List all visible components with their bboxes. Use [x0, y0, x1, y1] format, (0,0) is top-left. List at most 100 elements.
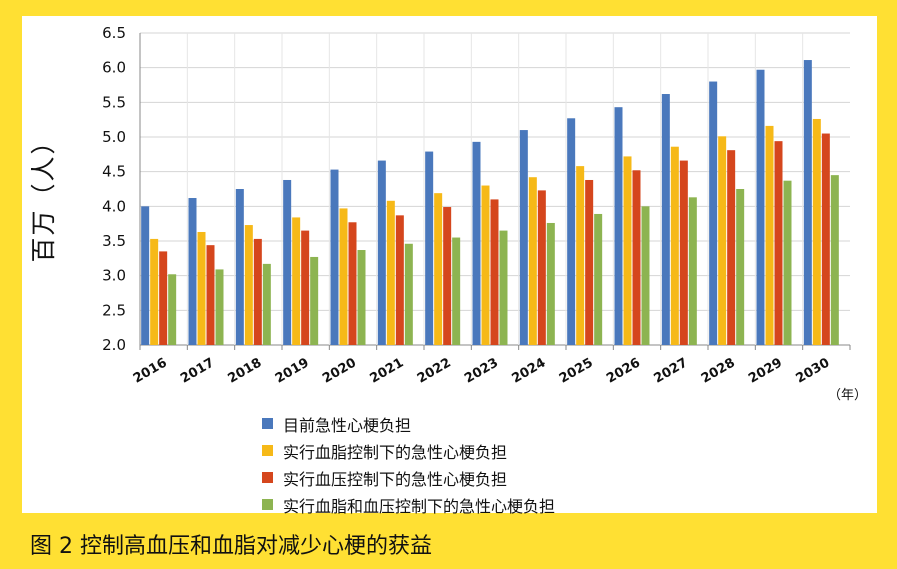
- bar: [679, 160, 688, 345]
- y-tick-label: 4.5: [102, 163, 126, 181]
- bar: [283, 179, 292, 345]
- bar: [150, 238, 159, 345]
- bar: [434, 193, 443, 345]
- bar: [670, 146, 679, 345]
- x-tick-label: 2026: [604, 355, 643, 386]
- bar: [528, 177, 537, 345]
- bar: [718, 136, 727, 345]
- x-tick-label: 2023: [462, 355, 501, 386]
- bar: [348, 222, 357, 345]
- bar: [519, 130, 528, 345]
- bar: [756, 69, 765, 345]
- bar: [404, 243, 413, 345]
- bar: [821, 133, 830, 345]
- bar: [197, 231, 206, 345]
- legend-label: 实行血脂和血压控制下的急性心梗负担: [283, 496, 556, 516]
- bar: [661, 94, 670, 345]
- bar: [425, 151, 434, 345]
- bar: [736, 189, 745, 345]
- y-tick-label: 2.0: [102, 336, 126, 354]
- bar: [641, 206, 650, 345]
- bar: [490, 199, 499, 345]
- legend-label: 实行血脂控制下的急性心梗负担: [283, 442, 508, 462]
- bar: [623, 156, 632, 345]
- x-tick-label: 2025: [557, 355, 596, 386]
- y-tick-label: 5.5: [102, 93, 126, 111]
- bar: [395, 215, 404, 345]
- legend-swatch: [262, 499, 273, 510]
- bar: [244, 225, 253, 345]
- y-tick-label: 4.0: [102, 197, 126, 215]
- bar: [614, 107, 623, 345]
- legend-label: 实行血压控制下的急性心梗负担: [283, 469, 508, 489]
- bar: [443, 207, 452, 345]
- y-tick-label: 5.0: [102, 128, 126, 146]
- bar: [357, 250, 366, 345]
- bar: [301, 230, 310, 345]
- bar: [330, 169, 339, 345]
- bar: [235, 189, 244, 345]
- bar: [499, 230, 508, 345]
- legend-item: 实行血脂控制下的急性心梗负担: [262, 437, 555, 464]
- bar: [292, 217, 301, 345]
- x-tick-label: 2021: [367, 355, 406, 386]
- y-tick-label: 2.5: [102, 301, 126, 319]
- bar: [812, 118, 821, 346]
- y-tick-label: 6.5: [102, 24, 126, 42]
- bar: [481, 185, 490, 345]
- x-tick-label: 2027: [651, 355, 690, 386]
- bar: [253, 238, 262, 345]
- bar: [688, 197, 697, 345]
- legend-swatch: [262, 418, 273, 429]
- bar: [206, 245, 215, 345]
- x-tick-label: 2016: [131, 355, 170, 386]
- y-axis-title: 百万（人）: [29, 127, 58, 263]
- legend-swatch: [262, 472, 273, 483]
- bar: [377, 160, 386, 345]
- legend-swatch: [262, 445, 273, 456]
- x-tick-label: 2020: [320, 355, 359, 386]
- bar: [567, 118, 576, 345]
- bar: [709, 81, 718, 346]
- bar: [803, 60, 812, 345]
- bar: [386, 200, 395, 345]
- bar: [339, 208, 348, 345]
- bar: [774, 141, 783, 345]
- bar: [727, 150, 736, 345]
- x-tick-label: 2019: [273, 355, 312, 386]
- x-tick-label: 2030: [793, 355, 832, 386]
- legend-item: 实行血压控制下的急性心梗负担: [262, 464, 555, 491]
- y-tick-label: 3.5: [102, 232, 126, 250]
- bar: [632, 170, 641, 345]
- legend-item: 实行血脂和血压控制下的急性心梗负担: [262, 491, 555, 518]
- bar: [576, 166, 585, 345]
- legend-item: 目前急性心梗负担: [262, 410, 555, 437]
- x-tick-label: 2028: [699, 355, 738, 386]
- legend-label: 目前急性心梗负担: [283, 415, 412, 435]
- bar: [159, 251, 168, 345]
- x-tick-label: 2029: [746, 355, 785, 386]
- bar: [141, 206, 150, 345]
- bar: [783, 180, 792, 345]
- x-tick-label: 2018: [225, 355, 264, 386]
- bar: [215, 269, 224, 345]
- bar: [546, 222, 555, 345]
- bar: [310, 256, 319, 345]
- bar: [585, 179, 594, 345]
- bar: [472, 141, 481, 345]
- figure-caption: 图 2 控制高血压和血脂对减少心梗的获益: [30, 534, 432, 559]
- bar: [765, 125, 774, 345]
- legend: 目前急性心梗负担 实行血脂控制下的急性心梗负担 实行血压控制下的急性心梗负担 实…: [262, 410, 555, 518]
- bar: [452, 237, 461, 345]
- y-tick-label: 6.0: [102, 59, 126, 77]
- x-tick-label: 2024: [509, 355, 548, 386]
- bar: [594, 213, 603, 345]
- bar: [262, 263, 271, 345]
- bar: [168, 274, 177, 345]
- bar: [537, 190, 546, 345]
- bar: [188, 198, 197, 345]
- bar: [830, 175, 839, 345]
- y-tick-label: 3.0: [102, 267, 126, 285]
- x-tick-label: 2022: [415, 355, 454, 386]
